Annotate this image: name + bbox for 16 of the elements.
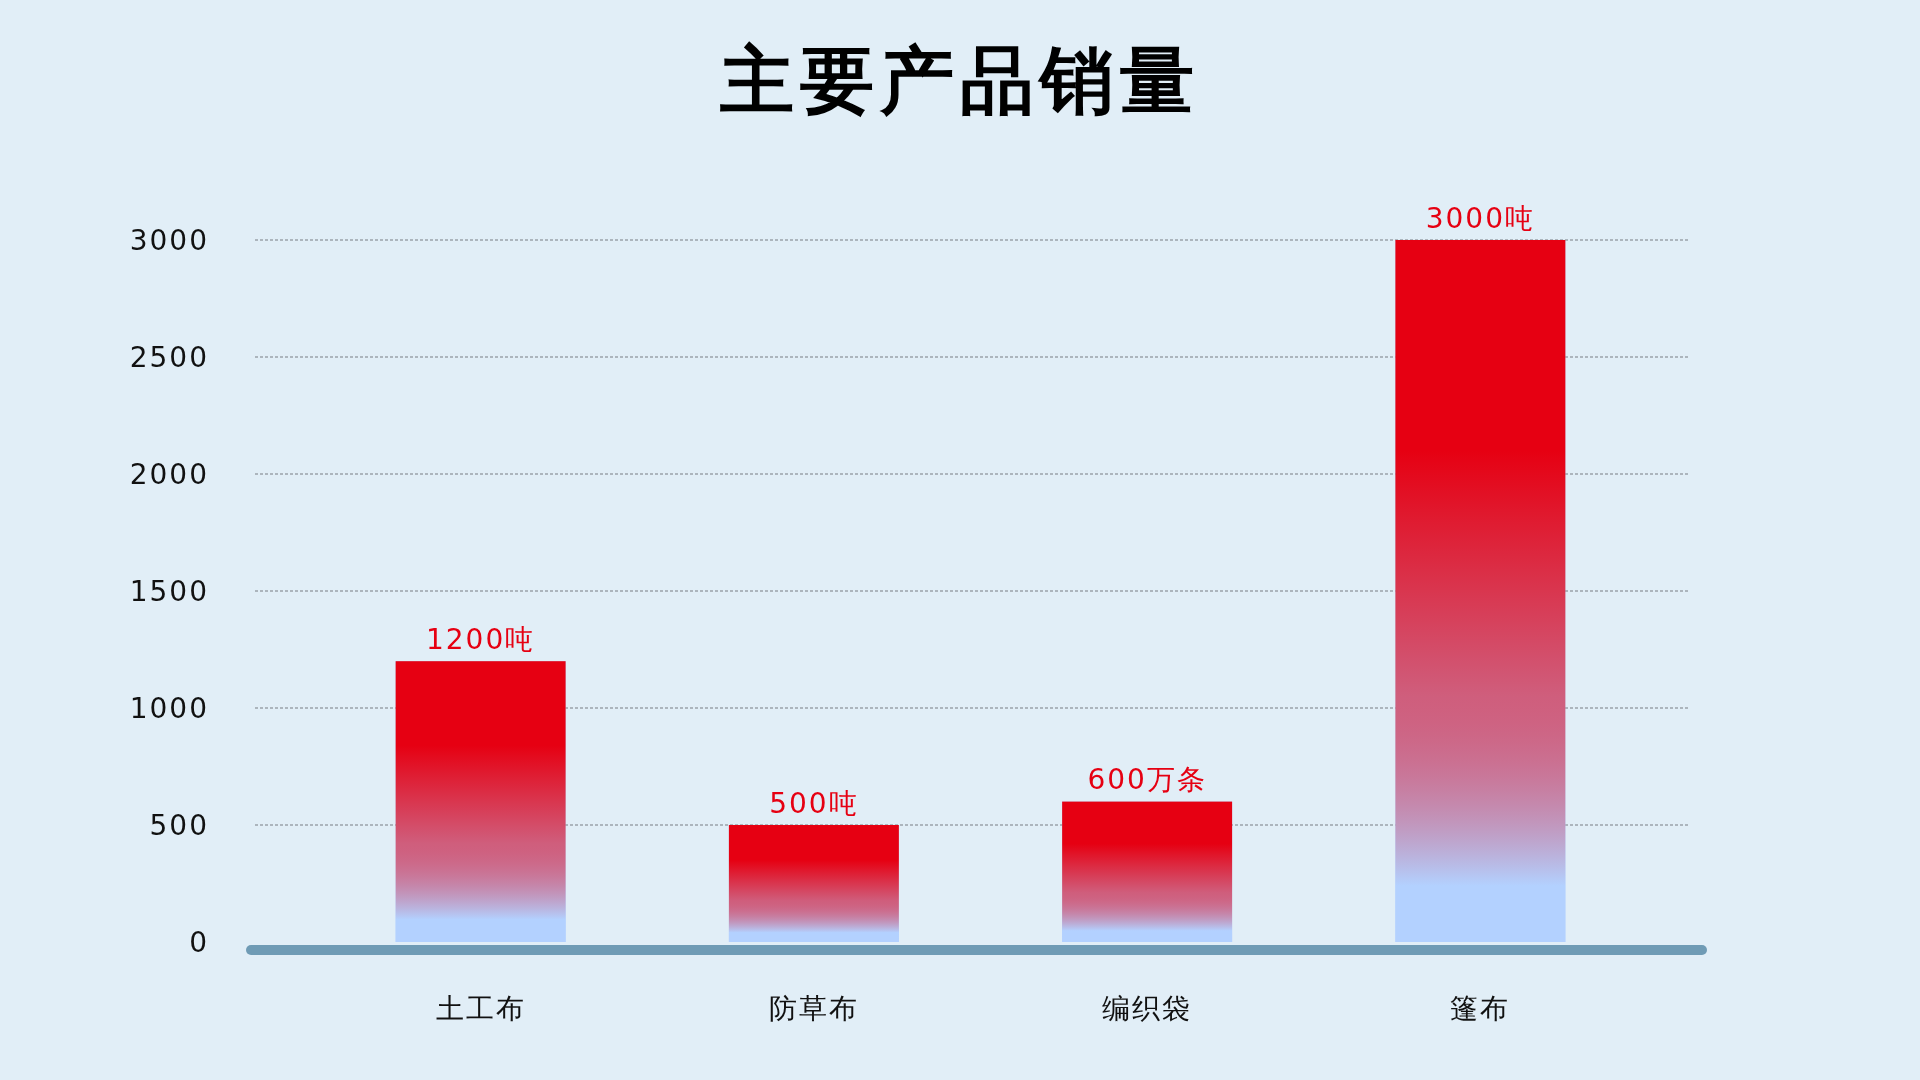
y-tick-label: 2500	[129, 340, 209, 374]
y-tick-label: 0	[189, 925, 209, 959]
y-tick-label: 3000	[129, 223, 209, 257]
data-label: 3000吨	[1425, 201, 1535, 235]
y-tick-label: 500	[149, 808, 209, 842]
title: 主要产品销量	[720, 37, 1200, 123]
data-label: 1200吨	[426, 622, 536, 656]
data-label: 600万条	[1087, 763, 1207, 797]
x-tick-label: 篷布	[1450, 991, 1511, 1025]
y-tick-label: 1000	[129, 691, 209, 725]
y-tick-label: 2000	[129, 457, 209, 491]
x-tick-label: 土工布	[435, 991, 526, 1025]
y-tick-label: 1500	[129, 574, 209, 608]
x-tick-label: 编织袋	[1102, 991, 1193, 1025]
x-tick-label: 防草布	[768, 991, 859, 1025]
data-label: 500吨	[769, 786, 859, 820]
